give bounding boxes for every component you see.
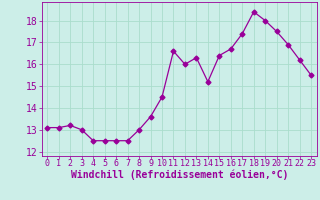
X-axis label: Windchill (Refroidissement éolien,°C): Windchill (Refroidissement éolien,°C) <box>70 169 288 180</box>
